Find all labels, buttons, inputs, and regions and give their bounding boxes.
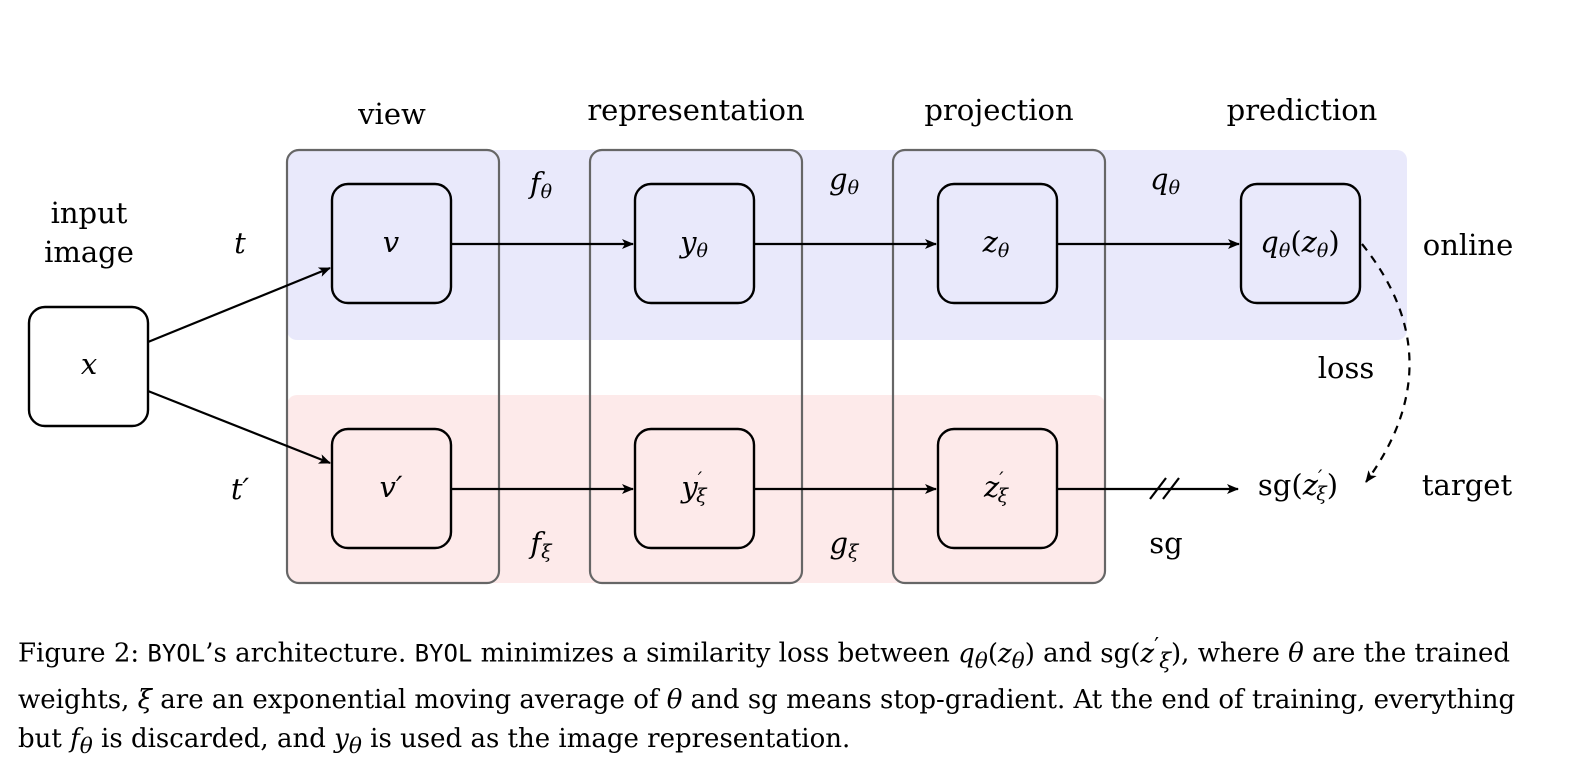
header-view: view: [357, 97, 426, 131]
projection-group-box: [891, 148, 1107, 585]
caption-part4: are the trained weights,: [18, 638, 1510, 715]
caption-part1: ’s architecture.: [205, 638, 407, 669]
caption-and: and: [1043, 638, 1093, 669]
label-sg: sg: [1149, 526, 1182, 560]
caption-part7: means stop-gradient. At the end of train…: [18, 684, 1516, 754]
view-online-label: v: [383, 225, 400, 259]
arrow-input-to-view-target: [147, 389, 331, 465]
caption-q-theta-z-theta: qθ(zθ): [958, 638, 1035, 674]
prediction-online-label: qθ(zθ): [1260, 225, 1339, 262]
augmentation-t: t: [234, 226, 246, 260]
projection-target-label: z′ ξ: [983, 468, 1010, 507]
figure-caption: Figure 2: BYOL’s architecture. BYOL mini…: [18, 626, 1538, 766]
caption-y-theta: yθ: [334, 723, 362, 760]
header-projection: projection: [924, 93, 1073, 127]
branch-label-target: target: [1422, 468, 1513, 502]
augmentation-t-prime: t′: [231, 472, 250, 506]
projection-online-label: zθ: [982, 225, 1010, 262]
prediction-online-node: [1239, 182, 1362, 305]
caption-byol-2: BYOL: [414, 639, 473, 668]
caption-byol-1: BYOL: [147, 639, 206, 668]
view-target-label: v′: [380, 470, 403, 504]
header-representation: representation: [587, 93, 804, 127]
branch-label-online: online: [1423, 228, 1514, 262]
input-label-line2: image: [44, 235, 134, 269]
header-prediction: prediction: [1227, 93, 1378, 127]
byol-architecture-diagram: view representation projection predictio…: [27, 93, 1514, 585]
label-g-xi: gξ: [829, 526, 860, 563]
input-label-line1: input: [51, 196, 128, 230]
stop-gradient-slash-1: [1149, 477, 1167, 500]
stop-gradient-slash-2: [1162, 477, 1180, 500]
representation-target-label: y′ ξ: [679, 468, 708, 507]
view-group-box: [285, 148, 501, 585]
stop-gradient-target-output: sg(z′ ξ): [1258, 466, 1338, 505]
label-q-theta: qθ: [1150, 162, 1181, 199]
caption-part8: is discarded, and: [101, 723, 326, 754]
caption-part6: and: [690, 684, 740, 715]
caption-theta-1: θ: [1288, 638, 1304, 669]
label-g-theta: gθ: [829, 162, 860, 199]
caption-figure-label: Figure 2:: [18, 638, 140, 669]
caption-part5: are an exponential moving average of: [160, 684, 659, 715]
caption-part9: is used as the image representation.: [370, 723, 851, 754]
caption-sg: sg: [747, 684, 778, 715]
caption-part3: , where: [1181, 638, 1280, 669]
caption-sg-z: sg(z′ξ): [1100, 633, 1182, 674]
representation-online-label: yθ: [678, 225, 708, 262]
caption-theta-2: θ: [666, 684, 683, 715]
input-node-label: x: [81, 347, 97, 381]
caption-xi: ξ: [137, 684, 152, 715]
arrow-input-to-view-online: [147, 266, 331, 344]
input-node: [27, 305, 150, 428]
loss-dashed-arrow: [1361, 243, 1411, 483]
representation-group-box: [588, 148, 804, 585]
loss-label: loss: [1318, 351, 1375, 385]
caption-part2: minimizes a similarity loss between: [480, 638, 950, 669]
caption-f-theta: fθ: [70, 723, 93, 760]
